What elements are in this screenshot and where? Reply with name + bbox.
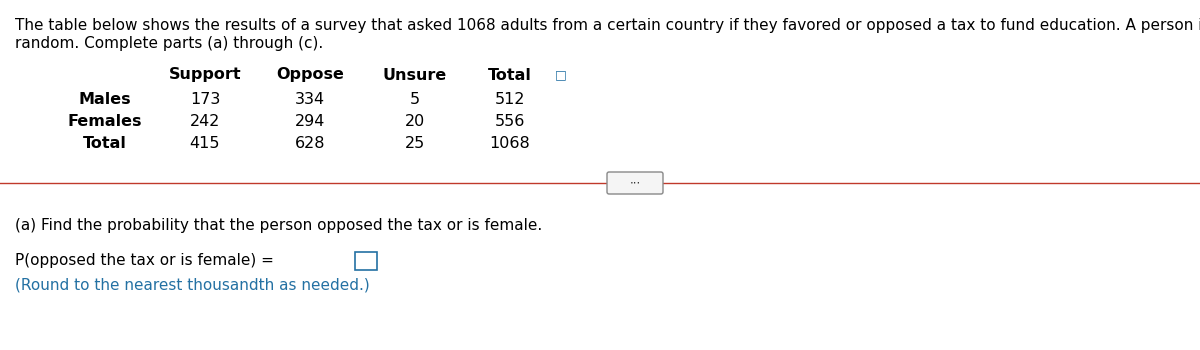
Text: □: □ bbox=[554, 69, 566, 82]
Text: P(opposed the tax or is female) =: P(opposed the tax or is female) = bbox=[14, 253, 274, 268]
Text: Total: Total bbox=[83, 136, 127, 152]
Text: 25: 25 bbox=[404, 136, 425, 152]
Text: Oppose: Oppose bbox=[276, 68, 344, 83]
Text: Total: Total bbox=[488, 68, 532, 83]
Text: 20: 20 bbox=[404, 114, 425, 130]
Text: 334: 334 bbox=[295, 92, 325, 107]
Text: 173: 173 bbox=[190, 92, 220, 107]
FancyBboxPatch shape bbox=[355, 252, 377, 270]
Text: Females: Females bbox=[67, 114, 143, 130]
FancyBboxPatch shape bbox=[607, 172, 662, 194]
Text: Unsure: Unsure bbox=[383, 68, 448, 83]
Text: Males: Males bbox=[79, 92, 131, 107]
Text: 556: 556 bbox=[494, 114, 526, 130]
Text: The table below shows the results of a survey that asked 1068 adults from a cert: The table below shows the results of a s… bbox=[14, 18, 1200, 33]
Text: 242: 242 bbox=[190, 114, 220, 130]
Text: (Round to the nearest thousandth as needed.): (Round to the nearest thousandth as need… bbox=[14, 278, 370, 293]
Text: 1068: 1068 bbox=[490, 136, 530, 152]
Text: 294: 294 bbox=[295, 114, 325, 130]
Text: 5: 5 bbox=[410, 92, 420, 107]
Text: 628: 628 bbox=[295, 136, 325, 152]
Text: (a) Find the probability that the person opposed the tax or is female.: (a) Find the probability that the person… bbox=[14, 218, 542, 233]
Text: 512: 512 bbox=[494, 92, 526, 107]
Text: Support: Support bbox=[169, 68, 241, 83]
Text: ⋅⋅⋅: ⋅⋅⋅ bbox=[629, 176, 641, 189]
Text: random. Complete parts (a) through (c).: random. Complete parts (a) through (c). bbox=[14, 36, 323, 51]
Text: 415: 415 bbox=[190, 136, 221, 152]
